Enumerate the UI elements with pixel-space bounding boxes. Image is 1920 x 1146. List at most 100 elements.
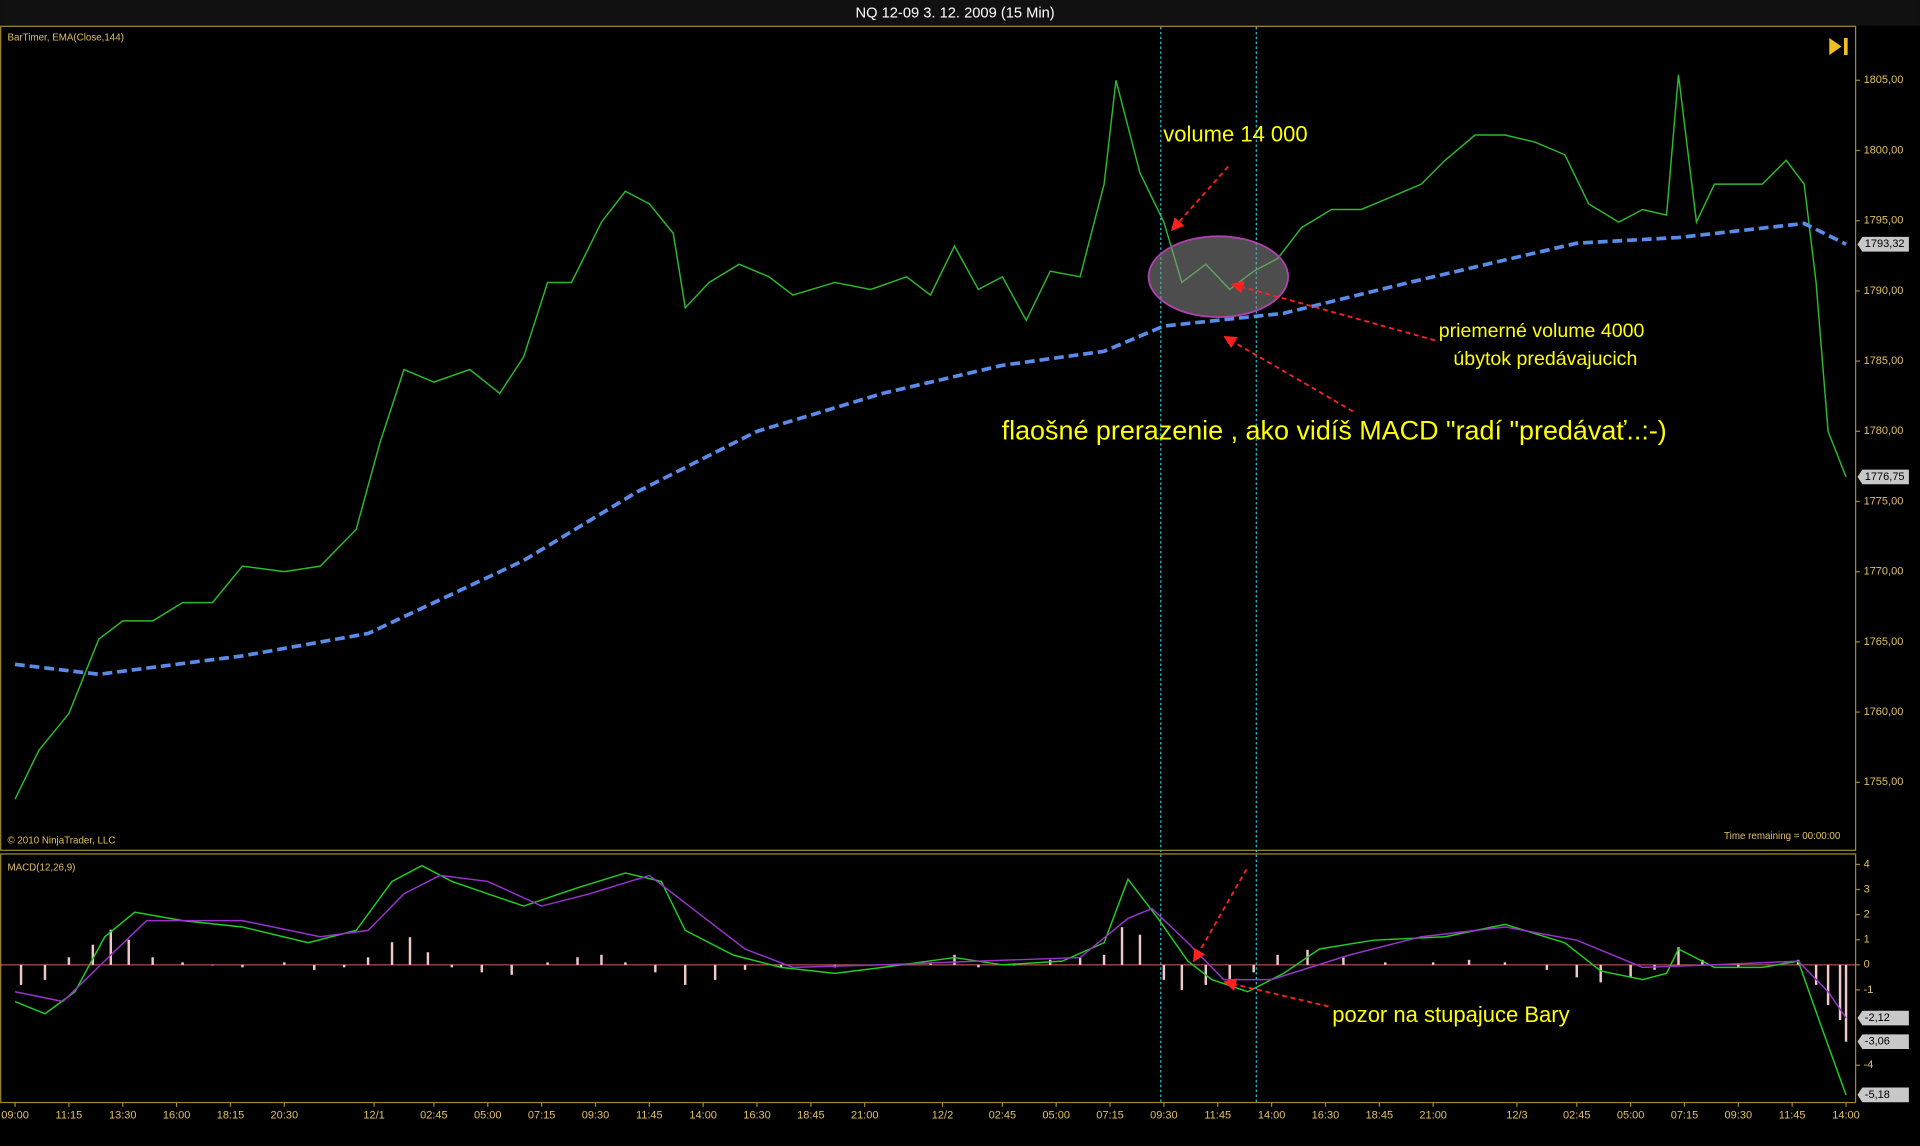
y-tick-label: 1755,00 xyxy=(1864,776,1904,788)
annotation: priemerné volume 4000 xyxy=(1439,320,1645,342)
macd-panel-border xyxy=(0,853,1857,1104)
x-tick-label: 14:00 xyxy=(1258,1109,1286,1121)
histogram-bar xyxy=(1078,957,1082,965)
y-tick-label: 1775,00 xyxy=(1864,495,1904,507)
y-tick-label: 3 xyxy=(1864,883,1870,895)
x-tick-label: 02:45 xyxy=(420,1109,448,1121)
x-tick-label: 05:00 xyxy=(474,1109,502,1121)
histogram-bar xyxy=(450,964,454,968)
histogram-bar xyxy=(1228,964,1231,980)
histogram-bar xyxy=(1838,964,1842,1021)
play-end-icon[interactable] xyxy=(1829,37,1848,56)
histogram-bar xyxy=(211,964,214,966)
histogram-bar xyxy=(1503,962,1507,965)
histogram-bar xyxy=(480,964,484,973)
x-tick-label: 12/2 xyxy=(932,1109,953,1121)
histogram-bar xyxy=(342,964,346,968)
y-tick-label: 2 xyxy=(1864,909,1870,921)
x-tick-label: 07:15 xyxy=(1096,1109,1124,1121)
x-tick-label: 14:00 xyxy=(1832,1109,1860,1121)
histogram-bar xyxy=(1102,954,1106,965)
histogram-bar xyxy=(1826,964,1830,1006)
value-tag xyxy=(1857,1010,1909,1026)
y-tick-label: 1795,00 xyxy=(1864,215,1904,227)
value-tag-label: 1776,75 xyxy=(1865,471,1905,483)
histogram-bar xyxy=(19,964,23,985)
histogram-bar xyxy=(366,957,370,965)
histogram-bar xyxy=(1120,927,1124,965)
histogram-bar xyxy=(426,952,430,965)
histogram-bar xyxy=(390,942,394,965)
histogram-bar xyxy=(1599,964,1602,983)
annotation: flaošné prerazenie , ako vidíš MACD "rad… xyxy=(1002,415,1667,445)
histogram-bar xyxy=(600,954,603,965)
x-tick-label: 11:15 xyxy=(56,1109,83,1121)
histogram-bar xyxy=(953,954,956,965)
histogram-bar xyxy=(1844,964,1848,1042)
y-tick-label: 1790,00 xyxy=(1864,285,1904,297)
arrow xyxy=(1230,280,1436,342)
histogram-bar xyxy=(43,964,47,980)
y-tick-label: 0 xyxy=(1864,959,1870,971)
series-line xyxy=(14,74,1847,800)
histogram-bar xyxy=(127,939,130,965)
x-tick-label: 12/3 xyxy=(1506,1109,1527,1121)
x-tick-label: 09:30 xyxy=(582,1109,610,1121)
histogram-bar xyxy=(67,957,71,965)
histogram-bar xyxy=(977,964,980,968)
x-tick-label: 07:15 xyxy=(1671,1109,1699,1121)
histogram-bar xyxy=(241,964,244,968)
histogram-bar xyxy=(624,962,627,965)
plots: 1805,00 1800,00 1795,00 1790,00 1785,00 1780,… xyxy=(0,74,1909,1121)
histogram-bar xyxy=(654,964,657,973)
histogram-bar xyxy=(1575,964,1578,978)
indicator-label: BarTimer, EMA(Close,144) xyxy=(7,33,124,44)
y-tick-label: -4 xyxy=(1864,1059,1874,1071)
y-tick-label: -1 xyxy=(1864,984,1874,996)
x-tick-label: 02:45 xyxy=(989,1109,1017,1121)
y-tick-label: 1800,00 xyxy=(1864,144,1904,156)
value-tag-label: -5,18 xyxy=(1865,1089,1890,1101)
y-tick-label: 1770,00 xyxy=(1864,566,1904,578)
histogram-bar xyxy=(1342,957,1345,965)
value-tag-label: -2,12 xyxy=(1865,1012,1890,1024)
annotation: pozor na stupajuce Bary xyxy=(1332,1002,1569,1027)
histogram-bar xyxy=(91,944,95,965)
x-tick-label: 16:00 xyxy=(163,1109,191,1121)
histogram-bar xyxy=(779,964,783,968)
x-tick-label: 18:45 xyxy=(1366,1109,1394,1121)
histogram-bar xyxy=(1384,962,1387,965)
histogram-bar xyxy=(683,964,687,985)
series-line xyxy=(14,221,1847,677)
x-tick-label: 02:45 xyxy=(1563,1109,1591,1121)
arrow xyxy=(1170,165,1229,232)
histogram-bar xyxy=(283,962,286,965)
histogram-bar xyxy=(576,957,579,965)
y-tick-label: 1 xyxy=(1864,934,1870,946)
histogram-bar xyxy=(1677,947,1680,965)
value-tag xyxy=(1857,1087,1909,1103)
y-tick-label: 1785,00 xyxy=(1864,355,1904,367)
histogram-bar xyxy=(546,962,549,965)
time-remaining: Time remaining = 00:00:00 xyxy=(1724,831,1841,842)
arrow xyxy=(1193,868,1248,963)
y-tick-label: 1765,00 xyxy=(1864,636,1904,648)
series-line xyxy=(14,874,1847,1019)
histogram-bar xyxy=(1467,959,1471,965)
histogram-bar xyxy=(1013,964,1016,966)
x-tick-label: 11:45 xyxy=(1779,1109,1806,1121)
histogram-bar xyxy=(408,937,412,965)
annotation: volume 14 000 xyxy=(1163,122,1307,147)
histogram-bar xyxy=(1431,962,1435,965)
histogram-bar xyxy=(713,964,717,980)
x-tick-label: 09:30 xyxy=(1725,1109,1753,1121)
x-tick-label: 07:15 xyxy=(528,1109,556,1121)
x-tick-label: 13:30 xyxy=(109,1109,137,1121)
copyright: © 2010 NinjaTrader, LLC xyxy=(7,836,115,847)
macd-label: MACD(12,26,9) xyxy=(7,863,75,874)
histogram-bar xyxy=(181,962,184,965)
value-tag xyxy=(1857,236,1909,252)
window-title: NQ 12-09 3. 12. 2009 (15 Min) xyxy=(855,5,1054,21)
